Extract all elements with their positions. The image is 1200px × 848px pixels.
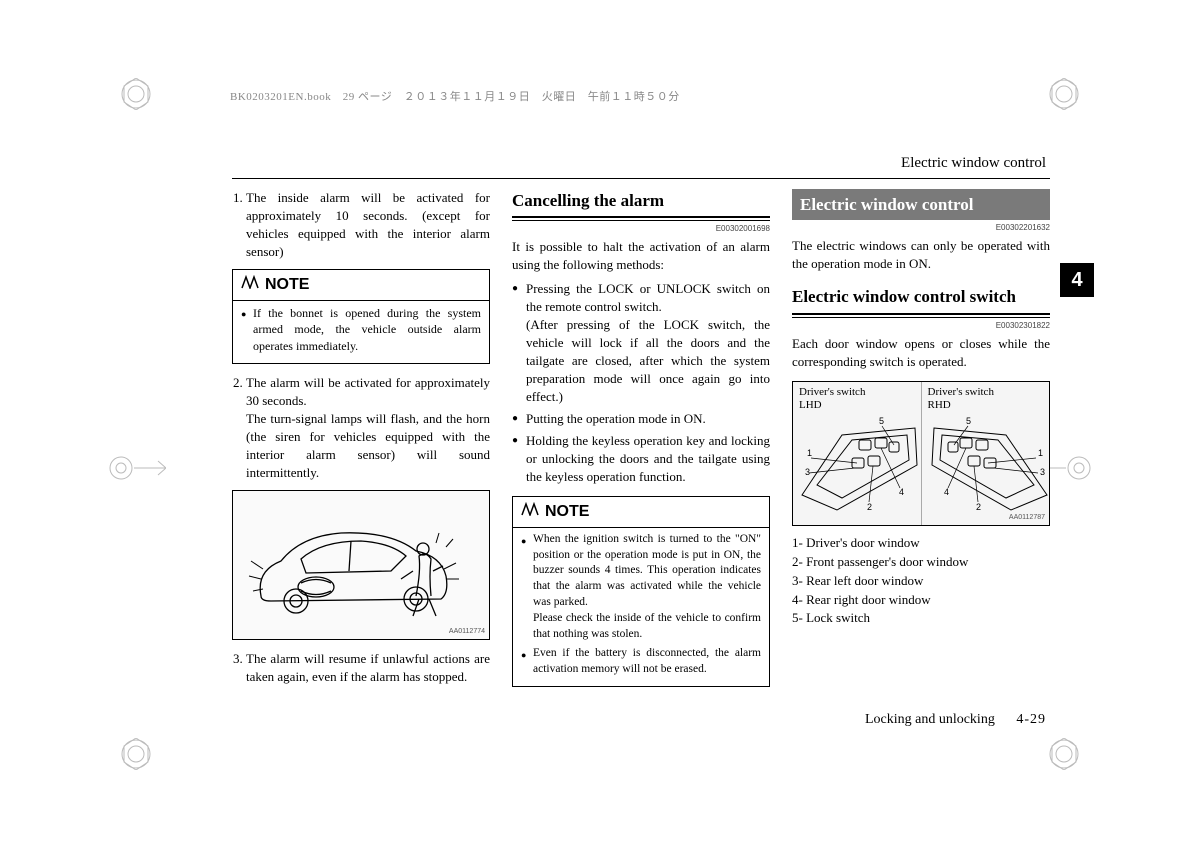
svg-text:4: 4 xyxy=(899,487,904,497)
column-2: Cancelling the alarm E00302001698 It is … xyxy=(512,189,770,697)
ref-code: E00302201632 xyxy=(792,222,1050,233)
legend-item: 1- Driver's door window xyxy=(792,534,1050,552)
heading-rule-thin xyxy=(512,220,770,221)
section-title-bar: Electric window control xyxy=(792,189,1050,220)
switch-lhd-panel: Driver's switch LHD xyxy=(793,382,922,525)
alarm-step-3: The alarm will resume if unlawful action… xyxy=(246,650,490,686)
top-rule xyxy=(232,178,1050,179)
svg-text:5: 5 xyxy=(879,416,884,426)
cancel-method-3: Holding the keyless operation key and lo… xyxy=(512,432,770,486)
svg-text:2: 2 xyxy=(976,502,981,512)
note-icon xyxy=(241,274,259,296)
heading-rule-thin xyxy=(792,317,1050,318)
side-registration-mark-icon xyxy=(108,455,166,481)
switch-rhd-panel: Driver's switch RHD xyxy=(922,382,1050,525)
window-intro: The electric windows can only be operate… xyxy=(792,237,1050,273)
legend-item: 5- Lock switch xyxy=(792,609,1050,627)
note-item-1: When the ignition switch is turned to th… xyxy=(521,532,761,643)
alarm-steps-list-cont: The alarm will be activated for approxim… xyxy=(232,374,490,482)
page-content: Electric window control 4 The inside ala… xyxy=(232,155,1050,728)
registration-mark-icon xyxy=(120,738,152,770)
note-title: NOTE xyxy=(265,274,309,296)
svg-text:1: 1 xyxy=(1038,448,1043,458)
note-item: If the bonnet is opened during the syste… xyxy=(241,305,481,355)
window-switch-heading: Electric window control switch xyxy=(792,285,1050,308)
legend-item: 3- Rear left door window xyxy=(792,572,1050,590)
ref-code: E00302301822 xyxy=(792,320,1050,331)
registration-mark-icon xyxy=(1048,738,1080,770)
cancel-intro: It is possible to halt the activation of… xyxy=(512,238,770,274)
alarm-step-1: The inside alarm will be activated for a… xyxy=(246,189,490,261)
column-1: The inside alarm will be activated for a… xyxy=(232,189,490,697)
footer-page: 4-29 xyxy=(1016,712,1046,727)
alarm-steps-list-cont2: The alarm will resume if unlawful action… xyxy=(232,650,490,686)
cancelling-alarm-heading: Cancelling the alarm xyxy=(512,189,770,212)
window-switch-intro: Each door window opens or closes while t… xyxy=(792,335,1050,371)
note-title: NOTE xyxy=(545,501,589,523)
switch-legend: 1- Driver's door window 2- Front passeng… xyxy=(792,534,1050,628)
illustration-id: AA0112787 xyxy=(1009,513,1045,523)
heading-rule xyxy=(792,313,1050,315)
note-item-2: Even if the battery is disconnected, the… xyxy=(521,646,761,678)
registration-mark-icon xyxy=(120,78,152,110)
running-head: Electric window control xyxy=(232,155,1050,172)
cancel-method-1: Pressing the LOCK or UNLOCK switch on th… xyxy=(512,280,770,406)
svg-text:3: 3 xyxy=(805,467,810,477)
window-switch-illustration: Driver's switch LHD xyxy=(792,381,1050,526)
registration-mark-icon xyxy=(1048,78,1080,110)
note-box: NOTE When the ignition switch is turned … xyxy=(512,496,770,688)
footer-section: Locking and unlocking xyxy=(865,712,995,727)
heading-rule xyxy=(512,216,770,218)
legend-item: 2- Front passenger's door window xyxy=(792,553,1050,571)
car-alarm-illustration: AA0112774 xyxy=(232,490,490,640)
cancel-method-2: Putting the operation mode in ON. xyxy=(512,410,770,428)
illustration-id: AA0112774 xyxy=(449,627,485,637)
alarm-steps-list: The inside alarm will be activated for a… xyxy=(232,189,490,261)
cancel-methods-list: Pressing the LOCK or UNLOCK switch on th… xyxy=(512,280,770,485)
svg-text:5: 5 xyxy=(966,416,971,426)
svg-text:1: 1 xyxy=(807,448,812,458)
legend-item: 4- Rear right door window xyxy=(792,591,1050,609)
alarm-step-2: The alarm will be activated for approxim… xyxy=(246,374,490,482)
ref-code: E00302001698 xyxy=(512,223,770,234)
svg-text:4: 4 xyxy=(944,487,949,497)
note-icon xyxy=(521,501,539,523)
chapter-tab: 4 xyxy=(1060,263,1094,297)
print-header: BK0203201EN.book 29 ページ ２０１３年１１月１９日 火曜日 … xyxy=(230,88,680,104)
note-box: NOTE If the bonnet is opened during the … xyxy=(232,269,490,365)
column-3: Electric window control E00302201632 The… xyxy=(792,189,1050,697)
svg-text:3: 3 xyxy=(1040,467,1045,477)
page-footer: Locking and unlocking 4-29 xyxy=(865,712,1046,728)
svg-text:2: 2 xyxy=(867,502,872,512)
